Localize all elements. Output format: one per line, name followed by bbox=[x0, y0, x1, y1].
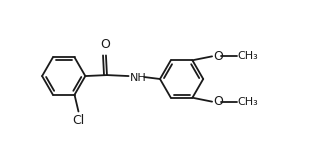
Text: CH₃: CH₃ bbox=[238, 97, 258, 107]
Text: O: O bbox=[213, 95, 223, 108]
Text: O: O bbox=[100, 39, 110, 52]
Text: Cl: Cl bbox=[72, 114, 84, 127]
Text: O: O bbox=[213, 50, 223, 63]
Text: NH: NH bbox=[130, 73, 146, 83]
Text: CH₃: CH₃ bbox=[238, 51, 258, 61]
